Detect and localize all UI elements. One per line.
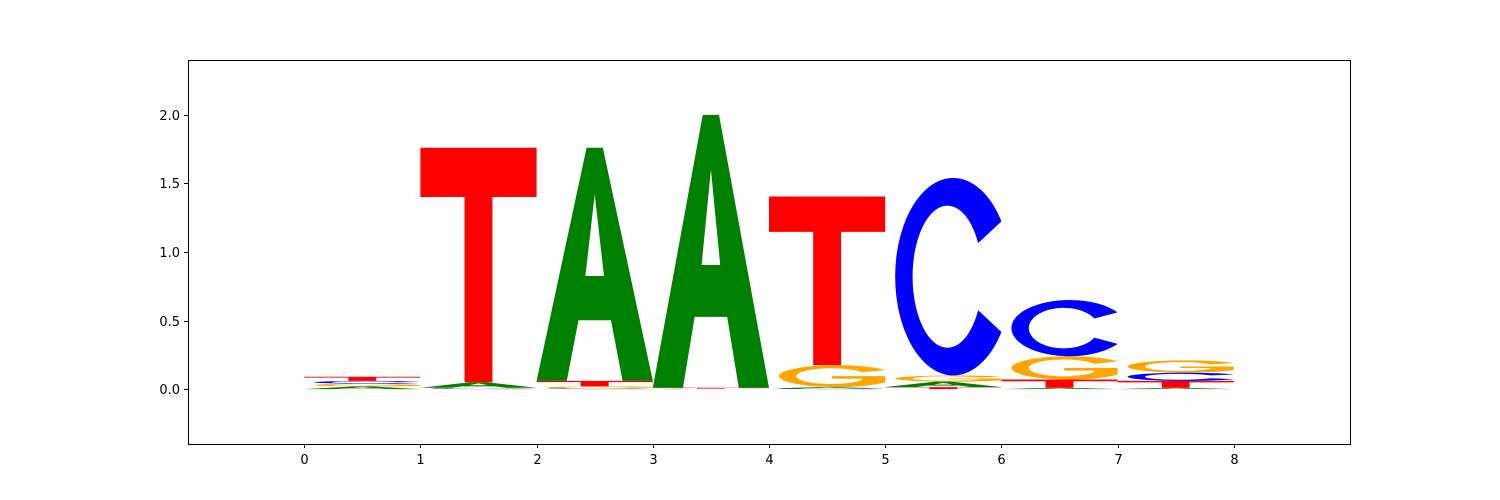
letter-A-pos-7 [1117,387,1234,390]
position-7-stack [1117,360,1234,390]
letter-C-pos-0 [314,380,421,384]
letter-G-pos-1 [430,387,537,389]
y-axis: 0.0 0.5 1.0 1.5 2.0 [159,109,188,398]
letter-G-pos-4 [778,365,886,388]
x-tick-label: 1 [416,453,424,468]
letter-T-pos-3 [652,387,769,389]
position-3-stack [652,114,769,390]
position-5-stack [885,177,1002,390]
y-tick-label: 0.0 [159,383,180,398]
x-tick-label: 5 [881,453,889,468]
letter-A-pos-6 [1001,387,1118,390]
letter-T-pos-1 [420,147,537,383]
y-tick-label: 1.5 [159,177,180,192]
y-tick-label: 1.0 [159,246,180,261]
letter-G-pos-6 [1011,356,1118,380]
letter-T-pos-7 [1117,380,1234,388]
letter-C-pos-5 [895,177,1002,376]
x-axis: 0 1 2 3 4 5 6 7 8 [300,444,1239,468]
letter-T-pos-0 [304,376,421,381]
y-tick-label: 2.0 [159,109,180,124]
letter-A-pos-4 [769,387,886,389]
letter-stacks [304,114,1234,390]
position-0-stack [304,376,421,390]
letter-G-pos-2 [546,386,653,389]
letter-T-pos-5 [885,387,1002,390]
x-tick-label: 7 [1114,453,1122,468]
letter-C-pos-1 [430,388,537,390]
x-tick-label: 4 [765,453,773,468]
letter-A-pos-0 [304,386,421,390]
position-1-stack [420,147,537,390]
letter-A-pos-5 [885,381,1002,388]
letter-A-pos-1 [420,382,537,388]
x-tick-label: 8 [1230,453,1238,468]
letter-G-pos-0 [314,383,421,387]
x-tick-label: 6 [997,453,1005,468]
y-tick-label: 0.5 [159,315,180,330]
letter-G-pos-7 [1127,360,1234,373]
letter-T-pos-6 [1001,379,1118,388]
letter-C-pos-4 [778,388,886,390]
x-tick-label: 3 [649,453,657,468]
x-tick-label: 2 [533,453,541,468]
position-4-stack [769,196,886,390]
x-tick-label: 0 [300,453,308,468]
letter-A-pos-3 [652,114,769,388]
letter-C-pos-6 [1011,300,1118,357]
position-2-stack [536,147,653,390]
letter-T-pos-4 [769,196,886,366]
letter-C-pos-2 [546,388,653,390]
letter-G-pos-5 [895,375,1002,382]
position-6-stack [1001,300,1118,390]
letter-A-pos-2 [536,147,653,381]
letter-C-pos-7 [1127,372,1234,381]
letter-T-pos-2 [536,380,653,387]
